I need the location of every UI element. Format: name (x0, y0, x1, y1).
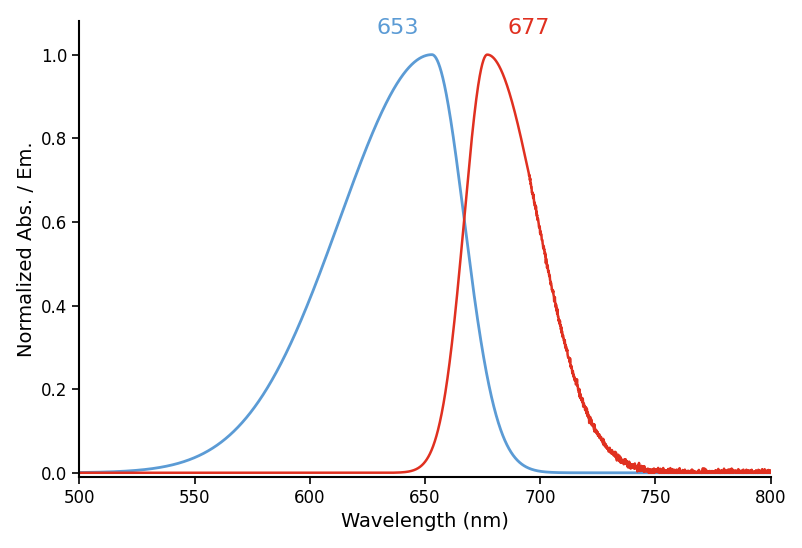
Y-axis label: Normalized Abs. / Em.: Normalized Abs. / Em. (17, 141, 35, 357)
Text: 653: 653 (375, 18, 418, 38)
X-axis label: Wavelength (nm): Wavelength (nm) (341, 512, 508, 532)
Text: 677: 677 (507, 18, 549, 38)
